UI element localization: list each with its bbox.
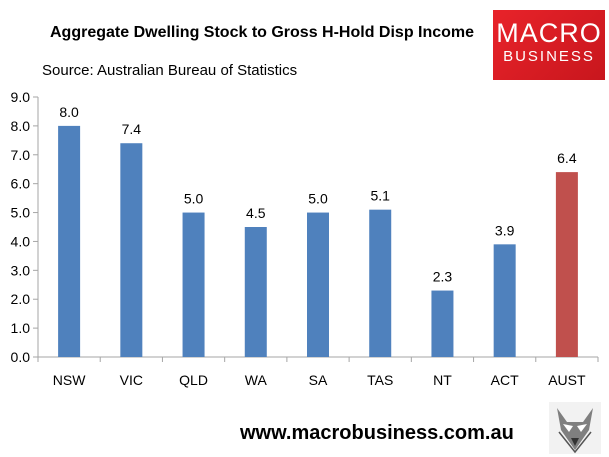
bar-nt xyxy=(431,290,454,357)
wolf-icon xyxy=(549,402,601,454)
category-label-tas: TAS xyxy=(367,372,393,388)
y-tick-label: 3.0 xyxy=(11,262,31,278)
y-tick-label: 5.0 xyxy=(11,205,31,221)
bar-tas xyxy=(369,209,392,357)
bar-qld xyxy=(182,212,205,357)
category-label-qld: QLD xyxy=(179,372,208,388)
data-label-aust: 6.4 xyxy=(557,150,577,166)
y-tick-label: 7.0 xyxy=(11,147,31,163)
category-label-vic: VIC xyxy=(120,372,143,388)
bar-act xyxy=(493,244,516,357)
logo-line-macro: MACRO xyxy=(496,18,602,48)
website-url: www.macrobusiness.com.au xyxy=(240,422,514,444)
y-tick-label: 0.0 xyxy=(11,349,31,365)
macrobusiness-logo: MACRO BUSINESS xyxy=(493,10,605,80)
chart-source: Source: Australian Bureau of Statistics xyxy=(42,62,298,79)
data-label-tas: 5.1 xyxy=(370,188,390,204)
data-label-nsw: 8.0 xyxy=(59,104,79,120)
bar-chart: 0.0 1.0 2.0 3.0 4.0 5.0 6.0 7.0 8.0 9.0 8.0 NSW 7.4 V… xyxy=(11,89,599,388)
category-label-aust: AUST xyxy=(548,372,586,388)
data-label-wa: 4.5 xyxy=(246,205,266,221)
data-label-sa: 5.0 xyxy=(308,191,328,207)
y-tick-label: 4.0 xyxy=(11,233,31,249)
data-label-vic: 7.4 xyxy=(122,121,142,137)
data-label-qld: 5.0 xyxy=(184,191,204,207)
category-label-nt: NT xyxy=(433,372,452,388)
y-tick-label: 6.0 xyxy=(11,176,31,192)
category-label-wa: WA xyxy=(245,372,268,388)
y-tick-label: 1.0 xyxy=(11,320,31,336)
category-label-sa: SA xyxy=(309,372,328,388)
data-label-act: 3.9 xyxy=(495,222,515,238)
bar-nsw xyxy=(58,125,81,357)
chart-title: Aggregate Dwelling Stock to Gross H-Hold… xyxy=(50,24,475,41)
bar-wa xyxy=(244,227,267,357)
category-label-act: ACT xyxy=(491,372,519,388)
y-tick-label: 2.0 xyxy=(11,291,31,307)
y-tick-label: 9.0 xyxy=(11,89,31,105)
data-label-nt: 2.3 xyxy=(433,269,453,285)
bar-aust xyxy=(555,172,578,357)
category-label-nsw: NSW xyxy=(53,372,86,388)
bar-sa xyxy=(307,212,329,357)
bar-vic xyxy=(120,143,143,357)
y-tick-label: 8.0 xyxy=(11,118,31,134)
logo-line-business: BUSINESS xyxy=(503,48,595,65)
